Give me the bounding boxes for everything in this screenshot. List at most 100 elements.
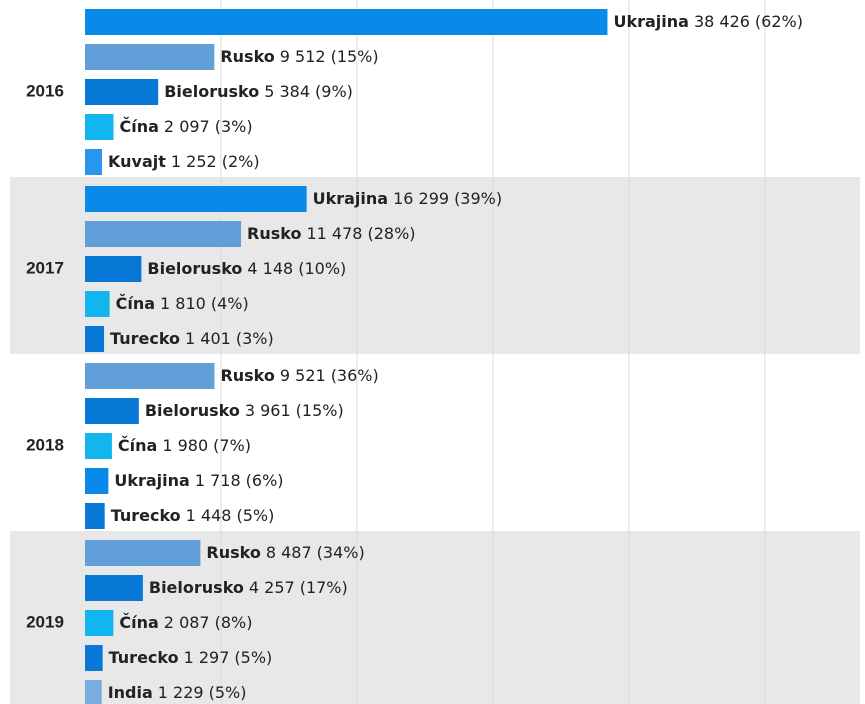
category-label: Čína <box>116 294 155 313</box>
bar <box>85 398 139 424</box>
data-label: Bielorusko 5 384 (9%) <box>164 82 353 101</box>
group-label: 2017 <box>26 258 64 277</box>
category-label: Bielorusko <box>164 82 259 101</box>
value-label: 1 401 <box>185 329 231 348</box>
share-label: (39%) <box>454 189 502 208</box>
value-label: 8 487 <box>266 543 312 562</box>
category-label: Čína <box>119 613 158 632</box>
category-label: Rusko <box>247 224 301 243</box>
share-label: (36%) <box>331 366 379 385</box>
value-label: 4 257 <box>249 578 295 597</box>
data-label: Turecko 1 448 (5%) <box>111 506 275 525</box>
category-label: Čína <box>118 436 157 455</box>
share-label: (34%) <box>317 543 365 562</box>
data-label: Bielorusko 3 961 (15%) <box>145 401 344 420</box>
category-label: Ukrajina <box>313 189 388 208</box>
value-label: 2 097 <box>164 117 210 136</box>
share-label: (62%) <box>755 12 803 31</box>
data-label: Kuvajt 1 252 (2%) <box>108 152 260 171</box>
bar <box>85 291 110 317</box>
category-label: Rusko <box>220 47 274 66</box>
data-label: Rusko 8 487 (34%) <box>206 543 364 562</box>
value-label: 38 426 <box>694 12 750 31</box>
value-label: 3 961 <box>245 401 291 420</box>
bar <box>85 186 307 212</box>
category-label: Rusko <box>220 366 274 385</box>
category-label: Bielorusko <box>149 578 244 597</box>
value-label: 1 229 <box>158 683 204 702</box>
data-label: Turecko 1 297 (5%) <box>109 648 273 667</box>
category-label: Ukrajina <box>114 471 189 490</box>
bar <box>85 363 215 389</box>
value-label: 1 810 <box>160 294 206 313</box>
data-label: Čína 2 087 (8%) <box>119 613 252 632</box>
bar <box>85 645 103 671</box>
value-label: 1 297 <box>184 648 230 667</box>
bar <box>85 503 105 529</box>
data-label: Rusko 9 521 (36%) <box>220 366 378 385</box>
data-label: Bielorusko 4 148 (10%) <box>147 259 346 278</box>
value-label: 4 148 <box>247 259 293 278</box>
share-label: (28%) <box>367 224 415 243</box>
bar <box>85 680 102 704</box>
bar <box>85 221 242 247</box>
data-label: Rusko 9 512 (15%) <box>220 47 378 66</box>
share-label: (10%) <box>298 259 346 278</box>
share-label: (3%) <box>236 329 274 348</box>
category-label: Bielorusko <box>147 259 242 278</box>
share-label: (3%) <box>215 117 253 136</box>
bar <box>85 9 608 35</box>
group-label: 2019 <box>26 612 64 631</box>
category-label: Rusko <box>206 543 260 562</box>
value-label: 1 252 <box>171 152 217 171</box>
bar <box>85 44 215 70</box>
value-label: 9 521 <box>280 366 326 385</box>
value-label: 9 512 <box>280 47 326 66</box>
value-label: 2 087 <box>164 613 210 632</box>
category-label: Turecko <box>109 648 179 667</box>
bar <box>85 540 201 566</box>
share-label: (2%) <box>222 152 260 171</box>
data-label: Bielorusko 4 257 (17%) <box>149 578 348 597</box>
bar <box>85 79 159 105</box>
group-label: 2016 <box>26 81 64 100</box>
group-label: 2018 <box>26 435 64 454</box>
bar <box>85 468 109 494</box>
value-label: 1 718 <box>195 471 241 490</box>
data-label: Čína 1 810 (4%) <box>116 294 249 313</box>
share-label: (8%) <box>215 613 253 632</box>
data-label: Rusko 11 478 (28%) <box>247 224 415 243</box>
category-label: Ukrajina <box>613 12 688 31</box>
share-label: (15%) <box>296 401 344 420</box>
bar <box>85 433 112 459</box>
value-label: 11 478 <box>306 224 362 243</box>
bar <box>85 149 103 175</box>
category-label: Kuvajt <box>108 152 166 171</box>
data-label: Čína 2 097 (3%) <box>120 117 253 136</box>
share-label: (9%) <box>315 82 353 101</box>
category-label: India <box>108 683 153 702</box>
bar <box>85 326 105 352</box>
category-label: Turecko <box>110 329 180 348</box>
category-label: Čína <box>120 117 159 136</box>
category-label: Bielorusko <box>145 401 240 420</box>
share-label: (5%) <box>234 648 272 667</box>
share-label: (5%) <box>236 506 274 525</box>
data-label: Turecko 1 401 (3%) <box>110 329 274 348</box>
data-label: Ukrajina 38 426 (62%) <box>613 12 803 31</box>
bar <box>85 256 142 282</box>
share-label: (5%) <box>209 683 247 702</box>
share-label: (17%) <box>300 578 348 597</box>
data-label: Čína 1 980 (7%) <box>118 436 251 455</box>
data-label: India 1 229 (5%) <box>108 683 247 702</box>
value-label: 1 448 <box>186 506 232 525</box>
share-label: (7%) <box>213 436 251 455</box>
category-label: Turecko <box>111 506 181 525</box>
bar <box>85 114 114 140</box>
data-label: Ukrajina 16 299 (39%) <box>313 189 503 208</box>
share-label: (6%) <box>246 471 284 490</box>
bar <box>85 575 143 601</box>
value-label: 16 299 <box>393 189 449 208</box>
share-label: (15%) <box>331 47 379 66</box>
